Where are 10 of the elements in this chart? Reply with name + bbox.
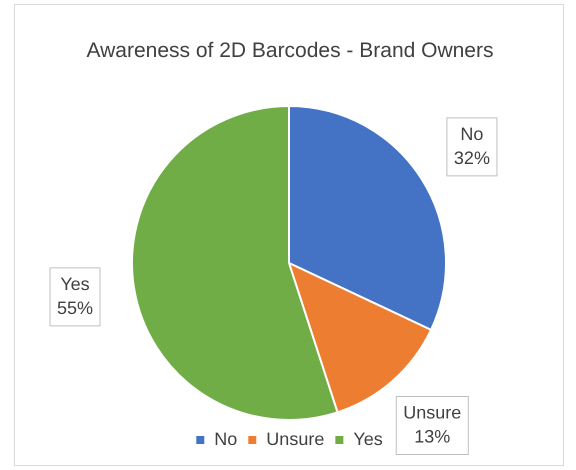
slice-label: Unsure [403, 402, 462, 422]
legend-label: Yes [353, 428, 383, 449]
chart-title: Awareness of 2D Barcodes - Brand Owners [86, 38, 494, 64]
data-label: 32% [454, 148, 490, 168]
data-label: 13% [414, 426, 450, 446]
legend-label: No [214, 428, 238, 449]
data-label: 55% [56, 298, 94, 318]
slice-label: No [460, 124, 484, 144]
slice-label: Yes [60, 274, 90, 294]
legend-label: Unsure [266, 428, 324, 449]
